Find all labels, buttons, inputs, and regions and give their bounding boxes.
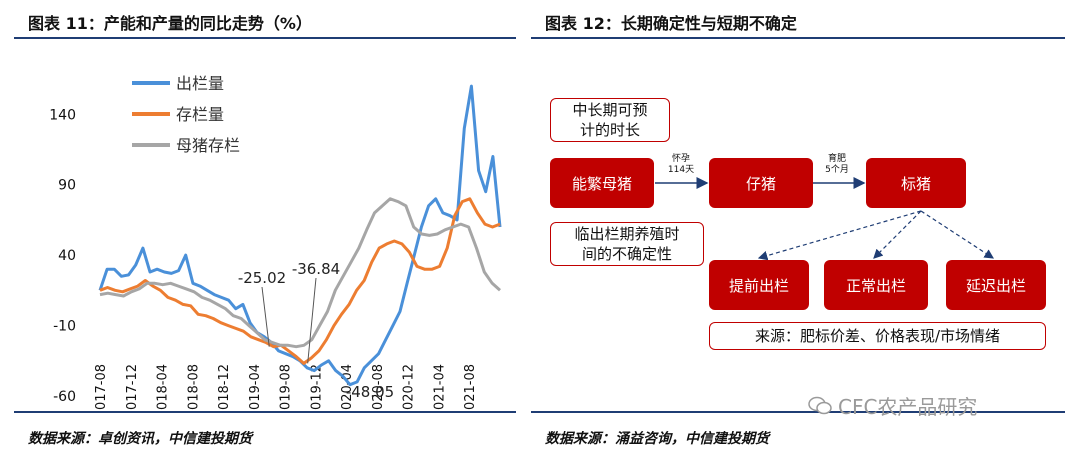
y-tick-label: 40 <box>58 248 76 264</box>
series-line <box>99 197 502 349</box>
x-tick-label: 2021-04 <box>432 364 447 410</box>
right-source-note: 数据来源：涌益咨询，中信建投期货 <box>545 431 769 447</box>
series-line <box>98 84 502 387</box>
diagram-arrows <box>655 177 995 261</box>
x-tick-label: 2018-04 <box>156 364 171 410</box>
early-slaughter-box: 提前出栏 <box>709 260 809 310</box>
hog-box: 标猪 <box>866 158 966 208</box>
arrow-hog-to-early <box>757 210 922 261</box>
annotation-label: -48.05 <box>346 383 394 401</box>
legend-label: 母猪存栏 <box>176 136 240 155</box>
left-bottom-rule <box>14 411 516 413</box>
predictable-duration-box: 中长期可预 计的时长 <box>550 98 670 142</box>
delayed-slaughter-box: 延迟出栏 <box>946 260 1046 310</box>
x-tick-label: 2019-04 <box>248 364 263 410</box>
y-tick-label: -10 <box>53 319 76 335</box>
y-tick-label: 140 <box>49 107 76 123</box>
wechat-icon <box>808 396 832 414</box>
left-title-rule <box>14 37 516 39</box>
annotation-label: -25.02 <box>238 269 286 287</box>
watermark: CFC农产品研究 <box>808 391 977 420</box>
series-line <box>99 197 501 365</box>
watermark-text: CFC农产品研究 <box>838 395 978 419</box>
x-tick-label: 2021-08 <box>463 364 478 410</box>
x-tick-label: 2020-12 <box>402 364 417 410</box>
y-tick-label: -60 <box>53 389 76 405</box>
right-bottom-rule <box>531 411 1065 413</box>
x-tick-label: 2017-08 <box>94 364 109 410</box>
x-tick-label: 2019-12 <box>309 364 324 410</box>
annotation-leader <box>261 286 270 347</box>
piglet-box: 仔猪 <box>709 158 813 208</box>
annotation-label: -36.84 <box>292 260 340 278</box>
legend-label: 出栏量 <box>176 74 224 93</box>
right-title-rule <box>531 37 1065 39</box>
right-diagram-title: 图表 12：长期确定性与短期不确定 <box>545 14 797 33</box>
normal-slaughter-box: 正常出栏 <box>824 260 928 310</box>
x-tick-label: 2019-08 <box>279 364 294 410</box>
annotation-leader <box>307 277 317 364</box>
uncertainty-box: 临出栏期养殖时 间的不确定性 <box>550 222 704 266</box>
legend-label: 存栏量 <box>176 105 224 124</box>
source-note-box: 来源：肥标价差、价格表现/市场情绪 <box>709 322 1046 350</box>
fattening-label: 育肥 5个月 <box>825 154 849 175</box>
sow-box: 能繁母猪 <box>550 158 654 208</box>
x-tick-label: 2017-12 <box>125 364 140 410</box>
pregnancy-label: 怀孕 114天 <box>667 154 695 175</box>
yoy-line-chart: 140 90 40 -10 -60 2017-08 2017-12 2018-04 2018-0… <box>49 74 502 410</box>
x-tick-label: 2020-08 <box>371 364 386 410</box>
x-tick-label: 2018-08 <box>186 364 201 410</box>
arrow-hog-to-delayed <box>920 210 995 259</box>
left-chart-title: 图表 11：产能和产量的同比走势（%） <box>28 14 312 33</box>
left-source-note: 数据来源：卓创资讯，中信建投期货 <box>28 431 252 447</box>
x-tick-label: 2018-12 <box>217 364 232 410</box>
y-tick-label: 90 <box>58 178 76 194</box>
